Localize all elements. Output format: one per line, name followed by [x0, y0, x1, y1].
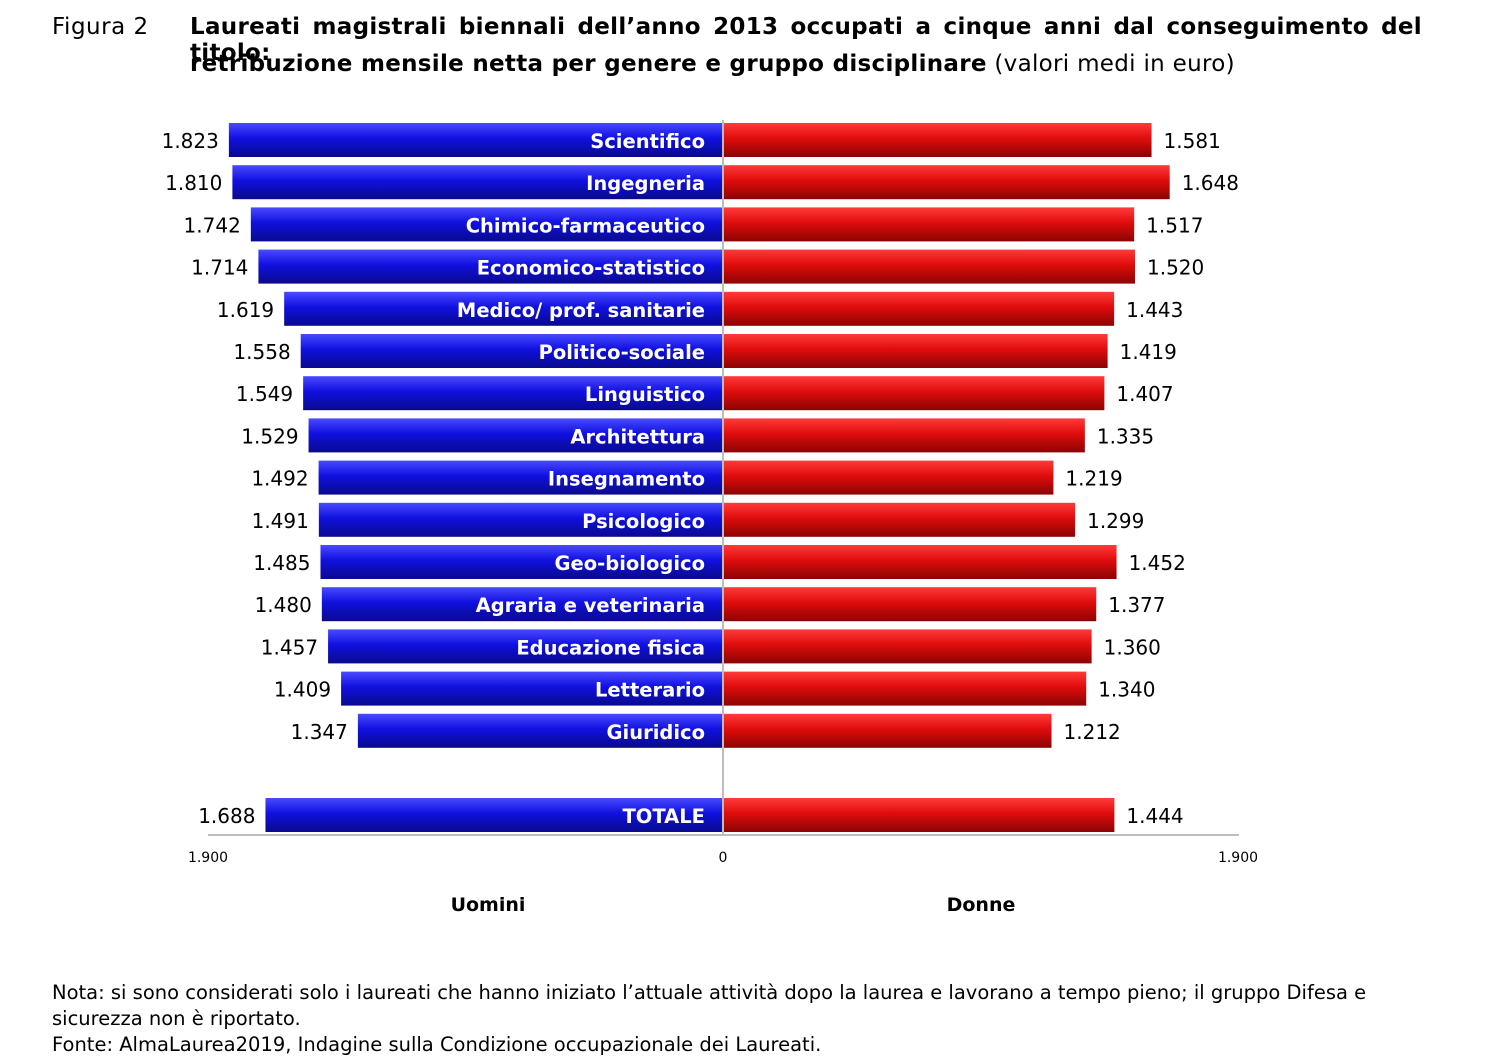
- category-label-totale: TOTALE: [622, 805, 705, 828]
- bar-uomini-medico-prof-sanitarie: [284, 291, 723, 326]
- category-label-giuridico: Giuridico: [607, 721, 705, 744]
- category-label-agraria-e-veterinaria: Agraria e veterinaria: [476, 594, 705, 617]
- category-label-ingegneria: Ingegneria: [586, 172, 705, 195]
- value-label-uomini-politico-sociale: 1.558: [233, 340, 290, 364]
- category-label-letterario: Letterario: [595, 679, 705, 702]
- value-label-uomini-letterario: 1.409: [274, 678, 331, 702]
- value-label-uomini-giuridico: 1.347: [291, 720, 348, 744]
- value-label-donne-economico-statistico: 1.520: [1147, 256, 1204, 280]
- figure-title-line2: retribuzione mensile netta per genere e …: [190, 51, 1235, 77]
- bar-uomini-scientifico: [228, 123, 724, 157]
- category-label-politico-sociale: Politico-sociale: [539, 341, 705, 364]
- bar-uomini-totale: [265, 798, 723, 832]
- value-label-donne-agraria-e-veterinaria: 1.377: [1108, 593, 1165, 617]
- value-label-uomini-architettura: 1.529: [241, 424, 298, 448]
- value-label-donne-politico-sociale: 1.419: [1120, 340, 1177, 364]
- bar-donne-chimico-farmaceutico: [723, 207, 1135, 242]
- bar-uomini-politico-sociale: [300, 334, 723, 368]
- figure-title-suffix: (valori medi in euro): [986, 51, 1235, 77]
- bar-uomini-architettura: [308, 418, 723, 453]
- bar-uomini-letterario: [341, 671, 723, 706]
- bar-donne-agraria-e-veterinaria: [723, 587, 1097, 622]
- value-label-donne-architettura: 1.335: [1097, 424, 1154, 448]
- chart-note: Nota: si sono considerati solo i laureat…: [52, 980, 1422, 1058]
- category-label-psicologico: Psicologico: [582, 510, 705, 533]
- bar-donne-politico-sociale: [723, 334, 1108, 368]
- figure-label: Figura 2: [52, 14, 149, 40]
- bar-uomini-educazione-fisica: [328, 629, 723, 664]
- category-label-architettura: Architettura: [570, 425, 705, 448]
- bar-donne-giuridico: [723, 713, 1052, 748]
- value-label-uomini-chimico-farmaceutico: 1.742: [184, 213, 241, 237]
- value-label-uomini-scientifico: 1.823: [162, 129, 219, 153]
- value-label-donne-scientifico: 1.581: [1164, 129, 1221, 153]
- category-label-linguistico: Linguistico: [585, 383, 705, 406]
- value-label-donne-insegnamento: 1.219: [1065, 467, 1122, 491]
- bar-donne-insegnamento: [723, 460, 1054, 495]
- bar-uomini-chimico-farmaceutico: [250, 207, 724, 242]
- labels-layer: 1.823 1.581 Scientifico 1.810 1.648 Ingegneri…: [162, 129, 1258, 916]
- value-label-donne-giuridico: 1.212: [1064, 720, 1121, 744]
- value-label-donne-medico-prof-sanitarie: 1.443: [1126, 298, 1183, 322]
- figure-title-line1: Laureati magistrali biennali dell’anno 2…: [190, 14, 1422, 66]
- value-label-donne-letterario: 1.340: [1098, 678, 1155, 702]
- value-label-uomini-agraria-e-veterinaria: 1.480: [255, 593, 312, 617]
- value-label-donne-linguistico: 1.407: [1116, 382, 1173, 406]
- bar-donne-totale: [723, 798, 1115, 832]
- value-label-uomini-totale: 1.688: [198, 804, 255, 828]
- bars-layer: [228, 123, 1170, 832]
- category-label-geo-biologico: Geo-biologico: [555, 552, 705, 575]
- category-label-educazione-fisica: Educazione fisica: [516, 636, 705, 659]
- bar-uomini-linguistico: [303, 376, 723, 411]
- value-label-uomini-psicologico: 1.491: [252, 509, 309, 533]
- x-tick-label-2: 1.900: [1218, 850, 1258, 866]
- category-label-chimico-farmaceutico: Chimico-farmaceutico: [466, 214, 705, 237]
- value-label-donne-chimico-farmaceutico: 1.517: [1146, 213, 1203, 237]
- note-text: Nota: si sono considerati solo i laureat…: [52, 981, 1367, 1030]
- series-label-donne: Donne: [947, 894, 1016, 916]
- bar-donne-letterario: [723, 671, 1087, 706]
- bar-donne-psicologico: [723, 502, 1076, 537]
- bar-uomini-psicologico: [318, 502, 723, 537]
- diverging-bar-chart: 1.823 1.581 Scientifico 1.810 1.648 Ingegneri…: [162, 120, 1258, 916]
- value-label-donne-totale: 1.444: [1126, 804, 1183, 828]
- value-label-donne-ingegneria: 1.648: [1182, 171, 1239, 195]
- series-label-uomini: Uomini: [451, 894, 526, 916]
- bar-uomini-ingegneria: [232, 165, 724, 200]
- value-label-uomini-insegnamento: 1.492: [251, 467, 308, 491]
- bar-uomini-insegnamento: [318, 460, 723, 495]
- value-label-donne-psicologico: 1.299: [1087, 509, 1144, 533]
- value-label-donne-geo-biologico: 1.452: [1129, 551, 1186, 575]
- bar-donne-architettura: [723, 418, 1085, 453]
- x-tick-label-1: 0: [719, 850, 728, 866]
- category-label-scientifico: Scientifico: [590, 130, 705, 153]
- bar-donne-geo-biologico: [723, 545, 1117, 579]
- category-label-insegnamento: Insegnamento: [548, 468, 705, 491]
- x-tick-label-0: 1.900: [188, 850, 228, 866]
- bar-uomini-economico-statistico: [258, 249, 723, 284]
- axis-layer: [208, 120, 1239, 836]
- bar-uomini-giuridico: [357, 713, 723, 748]
- bar-uomini-agraria-e-veterinaria: [321, 587, 723, 622]
- figure-title-line2-bold: retribuzione mensile netta per genere e …: [190, 51, 987, 77]
- value-label-uomini-medico-prof-sanitarie: 1.619: [217, 298, 274, 322]
- bar-uomini-geo-biologico: [320, 545, 723, 579]
- category-label-medico-prof-sanitarie: Medico/ prof. sanitarie: [457, 299, 705, 322]
- bar-donne-economico-statistico: [723, 249, 1135, 284]
- value-label-donne-educazione-fisica: 1.360: [1104, 635, 1161, 659]
- value-label-uomini-educazione-fisica: 1.457: [261, 635, 318, 659]
- bar-donne-ingegneria: [723, 165, 1170, 200]
- value-label-uomini-geo-biologico: 1.485: [253, 551, 310, 575]
- value-label-uomini-economico-statistico: 1.714: [191, 256, 248, 280]
- category-label-economico-statistico: Economico-statistico: [477, 257, 705, 280]
- bar-donne-scientifico: [723, 123, 1152, 157]
- value-label-uomini-ingegneria: 1.810: [165, 171, 222, 195]
- note-source: Fonte: AlmaLaurea2019, Indagine sulla Co…: [52, 1033, 822, 1056]
- bar-donne-linguistico: [723, 376, 1105, 411]
- value-label-uomini-linguistico: 1.549: [236, 382, 293, 406]
- bar-donne-medico-prof-sanitarie: [723, 291, 1115, 326]
- bar-donne-educazione-fisica: [723, 629, 1092, 664]
